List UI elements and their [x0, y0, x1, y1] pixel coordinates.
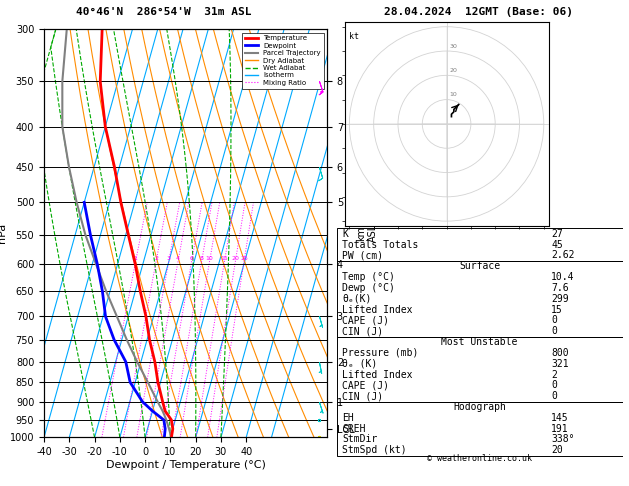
Text: 20: 20	[449, 68, 457, 73]
Text: 15: 15	[551, 305, 563, 314]
Text: 20: 20	[551, 445, 563, 455]
Text: 20: 20	[231, 256, 239, 261]
Text: EH: EH	[342, 413, 354, 423]
Text: 6: 6	[190, 256, 194, 261]
Text: 30: 30	[449, 44, 457, 49]
Text: Pressure (mb): Pressure (mb)	[342, 348, 419, 358]
X-axis label: Dewpoint / Temperature (°C): Dewpoint / Temperature (°C)	[106, 460, 265, 470]
Text: 2: 2	[154, 256, 158, 261]
Text: 3: 3	[167, 256, 170, 261]
Text: 0: 0	[551, 326, 557, 336]
Text: © weatheronline.co.uk: © weatheronline.co.uk	[427, 454, 532, 464]
Bar	[337, 228, 623, 261]
Text: 10.4: 10.4	[551, 272, 575, 282]
Text: 10: 10	[206, 256, 213, 261]
Text: Temp (°C): Temp (°C)	[342, 272, 395, 282]
Text: 0: 0	[551, 315, 557, 326]
Bar	[337, 401, 623, 456]
Text: PW (cm): PW (cm)	[342, 250, 383, 260]
Y-axis label: km
ASL: km ASL	[356, 224, 377, 243]
Text: θₑ(K): θₑ(K)	[342, 294, 372, 304]
Text: 800: 800	[551, 348, 569, 358]
Text: 25: 25	[240, 256, 248, 261]
Text: θₑ (K): θₑ (K)	[342, 359, 377, 369]
Text: CIN (J): CIN (J)	[342, 326, 383, 336]
Text: Most Unstable: Most Unstable	[442, 337, 518, 347]
Text: 15: 15	[221, 256, 228, 261]
Text: CIN (J): CIN (J)	[342, 391, 383, 401]
Text: 28.04.2024  12GMT (Base: 06): 28.04.2024 12GMT (Base: 06)	[384, 7, 572, 17]
Text: 2.62: 2.62	[551, 250, 575, 260]
Text: Totals Totals: Totals Totals	[342, 240, 419, 250]
Text: 0: 0	[551, 391, 557, 401]
Text: Lifted Index: Lifted Index	[342, 369, 413, 380]
Text: StmSpd (kt): StmSpd (kt)	[342, 445, 407, 455]
Text: 145: 145	[551, 413, 569, 423]
Text: 299: 299	[551, 294, 569, 304]
Text: 2: 2	[551, 369, 557, 380]
Text: Surface: Surface	[459, 261, 500, 271]
Text: CAPE (J): CAPE (J)	[342, 315, 389, 326]
Text: Dewp (°C): Dewp (°C)	[342, 283, 395, 293]
Text: StmDir: StmDir	[342, 434, 377, 445]
Text: 1: 1	[134, 256, 138, 261]
Text: 191: 191	[551, 424, 569, 434]
Text: SREH: SREH	[342, 424, 365, 434]
Text: 27: 27	[551, 229, 563, 239]
Y-axis label: hPa: hPa	[0, 223, 7, 243]
Text: 338°: 338°	[551, 434, 575, 445]
Text: 0: 0	[551, 381, 557, 390]
Text: kt: kt	[349, 32, 359, 41]
Legend: Temperature, Dewpoint, Parcel Trajectory, Dry Adiabat, Wet Adiabat, Isotherm, Mi: Temperature, Dewpoint, Parcel Trajectory…	[242, 33, 323, 88]
Text: Lifted Index: Lifted Index	[342, 305, 413, 314]
Text: K: K	[342, 229, 348, 239]
Text: 4: 4	[176, 256, 180, 261]
Text: 7.6: 7.6	[551, 283, 569, 293]
Text: 8: 8	[199, 256, 204, 261]
Bar	[337, 261, 623, 337]
Text: 10: 10	[449, 92, 457, 97]
Bar	[337, 337, 623, 401]
Text: CAPE (J): CAPE (J)	[342, 381, 389, 390]
Text: 321: 321	[551, 359, 569, 369]
Text: 45: 45	[551, 240, 563, 250]
Text: Hodograph: Hodograph	[453, 402, 506, 412]
Text: 40°46'N  286°54'W  31m ASL: 40°46'N 286°54'W 31m ASL	[75, 7, 252, 17]
